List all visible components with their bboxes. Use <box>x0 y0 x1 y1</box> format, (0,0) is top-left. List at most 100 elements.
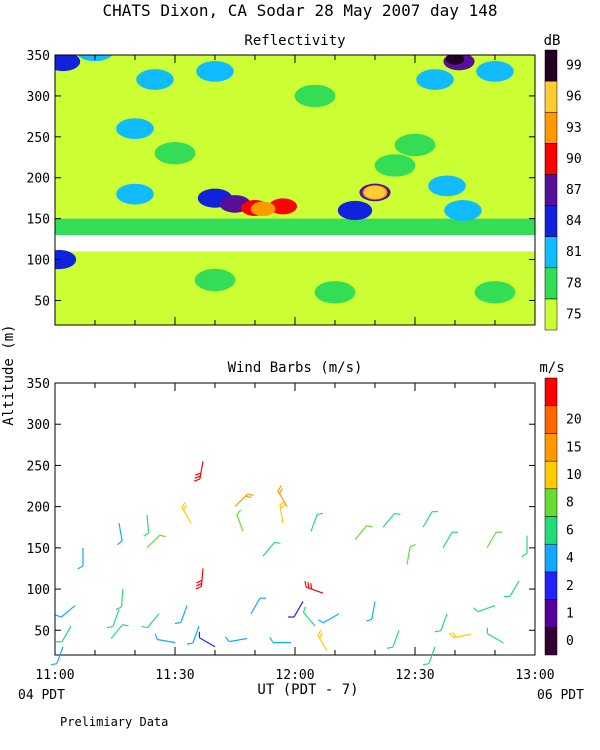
wind-barb-18 <box>234 493 254 508</box>
wind-barb-6 <box>117 523 123 546</box>
reflectivity-blob-23 <box>337 200 373 221</box>
wind-barb-28 <box>302 606 316 627</box>
reflectivity-ytick-label-1: 100 <box>27 254 50 269</box>
reflectivity-blob-5 <box>476 60 514 82</box>
ref-colorbar-swatch-5 <box>544 143 558 175</box>
ref-colorbar-label-0: 75 <box>566 307 582 322</box>
x-axis-label: UT (PDT - 7) <box>257 682 358 698</box>
reflectivity-blob-11 <box>374 154 416 177</box>
wind-colorbar-swatch-2 <box>544 571 558 600</box>
wind-barb-33 <box>366 601 376 622</box>
wind-barb-7 <box>115 589 124 611</box>
wind-barb-26 <box>288 601 304 618</box>
wind-barb-19 <box>236 509 244 532</box>
wind-colorbar-swatch-7 <box>544 433 558 462</box>
ref-colorbar-label-4: 87 <box>566 183 582 198</box>
wind-barb-38 <box>422 646 436 666</box>
wind-barb-36 <box>406 543 416 565</box>
wind-barb-37 <box>422 511 438 528</box>
reflectivity-panel: 50 100 150 200 250 300 350 <box>27 49 536 326</box>
ref-colorbar-label-7: 96 <box>566 90 582 105</box>
wind-barb-13 <box>181 502 192 524</box>
wind-colorbar-label-2: 2 <box>566 579 574 594</box>
chart-title: CHATS Dixon, CA Sodar 28 May 2007 day 14… <box>103 1 498 20</box>
reflectivity-blob-13 <box>428 175 466 197</box>
reflectivity-colorbar: 75 78 81 84 87 90 93 96 99 <box>544 49 582 331</box>
wind-barb-3 <box>77 547 84 570</box>
reflectivity-blob-3 <box>294 84 336 108</box>
wind-barb-17 <box>198 631 216 648</box>
y-axis-label: Altitude (m) <box>1 324 17 425</box>
ref-colorbar-swatch-0 <box>544 298 558 331</box>
wind-barb-14 <box>186 625 200 645</box>
wind-ytick-label-3: 200 <box>27 501 50 516</box>
wind-colorbar-label-5: 8 <box>566 496 574 511</box>
ref-colorbar-label-1: 78 <box>566 276 582 291</box>
wind-barb-25 <box>269 637 291 644</box>
wind-colorbar-swatch-5 <box>544 488 558 517</box>
ref-colorbar-swatch-1 <box>544 267 558 300</box>
wind-colorbar-swatch-4 <box>544 516 558 545</box>
reflectivity-title: Reflectivity <box>244 33 345 49</box>
reflectivity-blob-22 <box>364 186 386 199</box>
ref-colorbar-swatch-6 <box>544 111 558 144</box>
wind-barb-32 <box>354 525 373 540</box>
ref-colorbar-swatch-7 <box>544 80 558 113</box>
wind-colorbar-label-6: 10 <box>566 468 582 483</box>
wind-colorbar-swatch-6 <box>544 460 558 490</box>
wind-barb-42 <box>486 531 502 549</box>
wind-xtick-label-4: 13:00 <box>515 668 554 683</box>
reflectivity-blob-26 <box>194 268 236 292</box>
reflectivity-blob-19 <box>250 201 276 217</box>
left-footer: 04 PDT <box>18 688 65 703</box>
ref-colorbar-swatch-4 <box>544 174 558 206</box>
wind-colorbar-swatch-8 <box>544 405 558 434</box>
wind-barb-44 <box>486 627 504 644</box>
wind-barb-30 <box>317 629 328 652</box>
wind-colorbar: 0 1 2 4 6 8 10 15 20 <box>544 377 582 656</box>
ref-colorbar-swatch-8 <box>544 49 558 82</box>
wind-barb-0 <box>50 646 64 666</box>
reflectivity-blob-24 <box>444 200 482 221</box>
wind-barb-23 <box>279 501 286 524</box>
wind-ytick-label-1: 100 <box>27 583 50 598</box>
reflectivity-blob-28 <box>474 281 516 304</box>
wind-barb-46 <box>521 535 528 558</box>
wind-colorbar-swatch-1 <box>544 599 558 628</box>
wind-barb-16 <box>195 568 204 590</box>
reflectivity-ytick-label-2: 150 <box>27 213 50 228</box>
preliminary-note: Prelimiary Data <box>60 715 168 729</box>
wind-ytick-label-5: 300 <box>27 418 50 433</box>
wind-colorbar-swatch-3 <box>544 543 558 573</box>
ref-colorbar-label-5: 90 <box>566 152 582 167</box>
reflectivity-ytick-label-3: 200 <box>27 172 50 187</box>
wind-barb-21 <box>250 597 266 615</box>
wind-barb-24 <box>277 485 288 507</box>
right-footer: 06 PDT <box>537 688 584 703</box>
wind-colorbar-swatch-9 <box>544 377 558 406</box>
reflectivity-blob-8 <box>55 55 81 72</box>
wind-title: Wind Barbs (m/s) <box>228 360 363 376</box>
wind-barb-12 <box>174 605 188 625</box>
reflectivity-contours <box>55 55 535 325</box>
wind-barb-45 <box>504 580 520 598</box>
reflectivity-blob-14 <box>116 183 154 205</box>
ref-colorbar-label-3: 84 <box>566 214 582 229</box>
wind-barb-11 <box>154 633 176 644</box>
reflectivity-ytick-label-0: 50 <box>34 294 50 309</box>
wind-ytick-label-2: 150 <box>27 542 50 557</box>
wind-colorbar-label-7: 15 <box>566 440 582 455</box>
wind-xtick-label-2: 12:00 <box>275 668 314 683</box>
wind-barb-40 <box>434 613 448 633</box>
wind-colorbar-label-3: 4 <box>566 551 574 566</box>
wind-barb-27 <box>310 512 324 532</box>
wind-barb-41 <box>448 632 472 639</box>
wind-unit: m/s <box>539 360 564 376</box>
ref-colorbar-swatch-3 <box>544 205 558 237</box>
reflectivity-blob-2 <box>196 60 234 82</box>
wind-colorbar-label-0: 0 <box>566 634 574 649</box>
ref-colorbar-label-2: 81 <box>566 245 582 260</box>
ref-colorbar-label-6: 93 <box>566 121 582 136</box>
wind-xtick-label-3: 12:30 <box>395 668 434 683</box>
reflectivity-blob-9 <box>116 118 154 140</box>
